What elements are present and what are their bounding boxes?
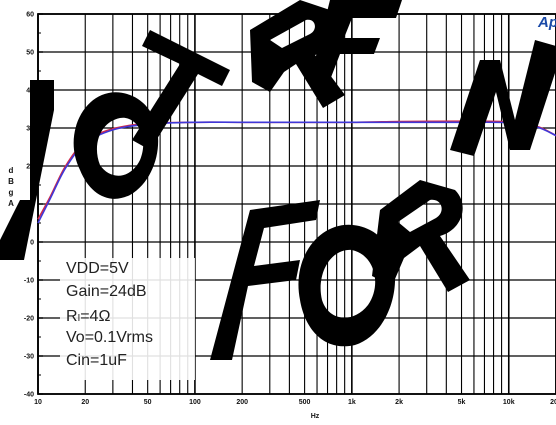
y-label-char: A: [8, 199, 14, 208]
annotation-vdd: VDD=5V: [66, 260, 129, 277]
y-label-char: g: [8, 188, 14, 197]
annotation-gain: Gain=24dB: [66, 283, 147, 300]
x-axis-label: Hz: [311, 413, 320, 420]
x-tick-label: 5k: [458, 399, 466, 406]
annotation-load: Rₗ=4Ω: [66, 308, 111, 325]
watermark-letter-N: [0, 80, 54, 260]
y-tick-label: 0: [30, 240, 34, 247]
brand-logo: Ap: [538, 14, 556, 31]
watermark-letter-E: [312, 0, 402, 80]
series-line-2: [37, 121, 556, 224]
annotation-cin: Cin=1uF: [66, 352, 127, 369]
y-tick-label: 60: [26, 12, 34, 19]
x-tick-label: 50: [144, 399, 152, 406]
x-tick-label: 100: [189, 399, 201, 406]
watermark-letter-N2: [450, 40, 556, 156]
watermark-letter-T: [132, 30, 230, 150]
y-tick-label: 50: [26, 50, 34, 57]
watermark-letter-F: [210, 200, 320, 360]
y-label-char: d: [8, 166, 14, 175]
watermark-letter-O: [73, 92, 159, 199]
y-tick-label: -40: [24, 392, 34, 399]
y-axis-label: d B g A: [4, 165, 18, 209]
watermark-letter-O2: [298, 224, 396, 347]
watermark-letter-R: [250, 0, 345, 108]
x-tick-label: 200: [236, 399, 248, 406]
y-tick-label: -10: [24, 278, 34, 285]
y-tick-label: -30: [24, 354, 34, 361]
watermark: [0, 0, 556, 360]
x-tick-label: 10k: [503, 399, 515, 406]
watermark-letter-R2: [372, 180, 470, 292]
x-tick-label: 2k: [395, 399, 403, 406]
y-label-char: B: [8, 177, 14, 186]
conditions-box: [60, 258, 195, 380]
x-tick-label: 1k: [348, 399, 356, 406]
x-tick-label: 500: [299, 399, 311, 406]
x-tick-label: 20k: [550, 399, 556, 406]
annotation-vo: Vo=0.1Vrms: [66, 329, 154, 346]
x-tick-label: 10: [34, 399, 42, 406]
x-tick-label: 20: [81, 399, 89, 406]
series-layer: [37, 120, 556, 224]
y-tick-label: -20: [24, 316, 34, 323]
